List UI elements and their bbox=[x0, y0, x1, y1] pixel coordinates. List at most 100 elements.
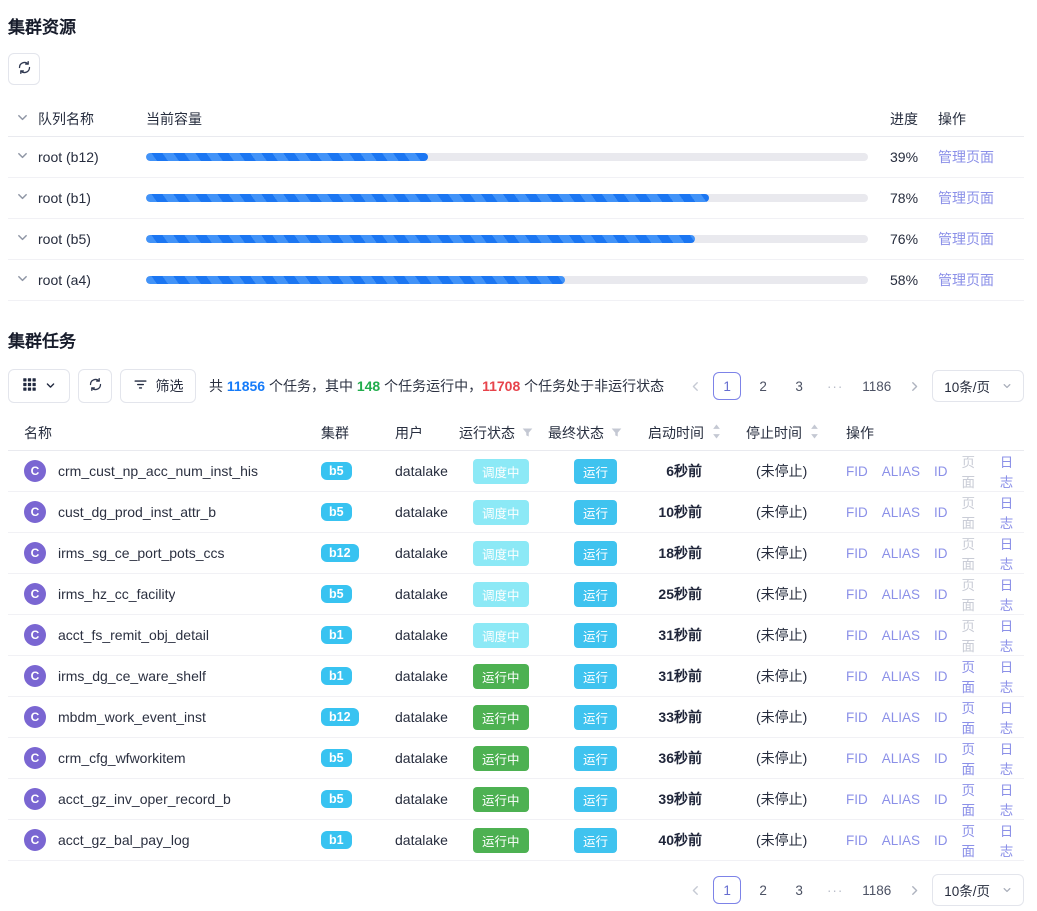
log-link[interactable]: 日志 bbox=[999, 537, 1014, 572]
filter-button[interactable]: 筛选 bbox=[120, 369, 196, 403]
id-link[interactable]: ID bbox=[934, 545, 948, 561]
fid-link[interactable]: FID bbox=[846, 832, 868, 848]
start-time: 40秒前 bbox=[658, 832, 702, 848]
filter-funnel-icon[interactable] bbox=[522, 425, 533, 441]
page-link[interactable]: 页面 bbox=[961, 455, 976, 490]
page-button[interactable]: 1186 bbox=[862, 882, 892, 898]
alias-link[interactable]: ALIAS bbox=[881, 627, 921, 643]
fid-link[interactable]: FID bbox=[846, 791, 868, 807]
page-link[interactable]: 页面 bbox=[961, 742, 976, 777]
alias-link[interactable]: ALIAS bbox=[881, 463, 921, 479]
fid-link[interactable]: FID bbox=[846, 545, 868, 561]
page-button[interactable]: 1 bbox=[713, 372, 742, 400]
chevron-down-icon[interactable] bbox=[16, 231, 29, 247]
avatar: C bbox=[24, 747, 46, 769]
run-status-badge: 调度中 bbox=[473, 540, 529, 566]
page-button[interactable]: 1186 bbox=[862, 378, 892, 394]
page-button[interactable]: 3 bbox=[795, 378, 803, 394]
id-link[interactable]: ID bbox=[934, 586, 948, 602]
id-link[interactable]: ID bbox=[934, 791, 948, 807]
page-link[interactable]: 页面 bbox=[961, 537, 976, 572]
chevron-down-icon[interactable] bbox=[16, 149, 29, 165]
chevron-down-icon bbox=[45, 379, 56, 394]
page-button[interactable]: ··· bbox=[826, 378, 844, 394]
page-button[interactable]: 2 bbox=[759, 882, 767, 898]
expand-all-chevron-icon[interactable] bbox=[16, 111, 29, 127]
prev-page-icon[interactable] bbox=[685, 372, 705, 400]
next-page-icon[interactable] bbox=[904, 876, 924, 904]
task-row: C irms_dg_ce_ware_shelf b1 datalake 运行中 … bbox=[8, 656, 1024, 697]
page-link[interactable]: 页面 bbox=[961, 660, 976, 695]
log-link[interactable]: 日志 bbox=[999, 742, 1014, 777]
sorter-icon[interactable] bbox=[810, 424, 819, 442]
fid-link[interactable]: FID bbox=[846, 750, 868, 766]
task-name: irms_sg_ce_port_pots_ccs bbox=[58, 545, 225, 561]
page-button[interactable]: ··· bbox=[826, 882, 844, 898]
stop-time: (未停止) bbox=[756, 668, 808, 684]
page-link[interactable]: 页面 bbox=[961, 701, 976, 736]
page-size-select[interactable]: 10条/页 bbox=[932, 874, 1024, 906]
page-link[interactable]: 页面 bbox=[961, 578, 976, 613]
id-link[interactable]: ID bbox=[934, 668, 948, 684]
log-link[interactable]: 日志 bbox=[999, 455, 1014, 490]
alias-link[interactable]: ALIAS bbox=[881, 586, 921, 602]
log-link[interactable]: 日志 bbox=[999, 660, 1014, 695]
id-link[interactable]: ID bbox=[934, 832, 948, 848]
id-link[interactable]: ID bbox=[934, 504, 948, 520]
prev-page-icon[interactable] bbox=[685, 876, 705, 904]
id-link[interactable]: ID bbox=[934, 627, 948, 643]
id-link[interactable]: ID bbox=[934, 750, 948, 766]
page-size-select[interactable]: 10条/页 bbox=[932, 370, 1024, 402]
start-time: 39秒前 bbox=[658, 791, 702, 807]
alias-link[interactable]: ALIAS bbox=[881, 709, 921, 725]
fid-link[interactable]: FID bbox=[846, 504, 868, 520]
page-button[interactable]: 3 bbox=[795, 882, 803, 898]
manage-page-link[interactable]: 管理页面 bbox=[938, 190, 994, 206]
manage-page-link[interactable]: 管理页面 bbox=[938, 149, 994, 165]
page-link[interactable]: 页面 bbox=[961, 496, 976, 531]
alias-link[interactable]: ALIAS bbox=[881, 545, 921, 561]
page-number-list: 1 2 3 ··· 1186 bbox=[713, 876, 896, 904]
log-link[interactable]: 日志 bbox=[999, 578, 1014, 613]
alias-link[interactable]: ALIAS bbox=[881, 750, 921, 766]
alias-link[interactable]: ALIAS bbox=[881, 668, 921, 684]
id-link[interactable]: ID bbox=[934, 709, 948, 725]
log-link[interactable]: 日志 bbox=[999, 783, 1014, 818]
page-button[interactable]: 2 bbox=[759, 378, 767, 394]
log-link[interactable]: 日志 bbox=[999, 496, 1014, 531]
resources-refresh-button[interactable] bbox=[8, 53, 40, 85]
fid-link[interactable]: FID bbox=[846, 463, 868, 479]
task-user: datalake bbox=[395, 832, 448, 848]
task-user: datalake bbox=[395, 627, 448, 643]
run-status-badge: 调度中 bbox=[473, 622, 529, 648]
fid-link[interactable]: FID bbox=[846, 586, 868, 602]
tasks-table-header: 名称 集群 用户 运行状态 最终状态 启动时间 bbox=[8, 416, 1024, 451]
fid-link[interactable]: FID bbox=[846, 709, 868, 725]
alias-link[interactable]: ALIAS bbox=[881, 791, 921, 807]
task-row: C acct_gz_bal_pay_log b1 datalake 运行中 运行… bbox=[8, 820, 1024, 861]
page-link[interactable]: 页面 bbox=[961, 783, 976, 818]
total-task-count: 11856 bbox=[226, 378, 266, 394]
chevron-down-icon[interactable] bbox=[16, 190, 29, 206]
log-link[interactable]: 日志 bbox=[999, 824, 1014, 859]
alias-link[interactable]: ALIAS bbox=[881, 832, 921, 848]
manage-page-link[interactable]: 管理页面 bbox=[938, 231, 994, 247]
layout-grid-button[interactable] bbox=[8, 369, 70, 403]
chevron-down-icon[interactable] bbox=[16, 272, 29, 288]
tasks-refresh-button[interactable] bbox=[78, 369, 112, 403]
fid-link[interactable]: FID bbox=[846, 668, 868, 684]
log-link[interactable]: 日志 bbox=[999, 701, 1014, 736]
page-link[interactable]: 页面 bbox=[961, 619, 976, 654]
alias-link[interactable]: ALIAS bbox=[881, 504, 921, 520]
filter-funnel-icon[interactable] bbox=[611, 425, 622, 441]
start-time: 36秒前 bbox=[658, 750, 702, 766]
page-link[interactable]: 页面 bbox=[961, 824, 976, 859]
manage-page-link[interactable]: 管理页面 bbox=[938, 272, 994, 288]
sorter-icon[interactable] bbox=[712, 424, 721, 442]
next-page-icon[interactable] bbox=[904, 372, 924, 400]
task-row: C mbdm_work_event_inst b12 datalake 运行中 … bbox=[8, 697, 1024, 738]
id-link[interactable]: ID bbox=[934, 463, 948, 479]
fid-link[interactable]: FID bbox=[846, 627, 868, 643]
page-button[interactable]: 1 bbox=[713, 876, 742, 904]
log-link[interactable]: 日志 bbox=[999, 619, 1014, 654]
